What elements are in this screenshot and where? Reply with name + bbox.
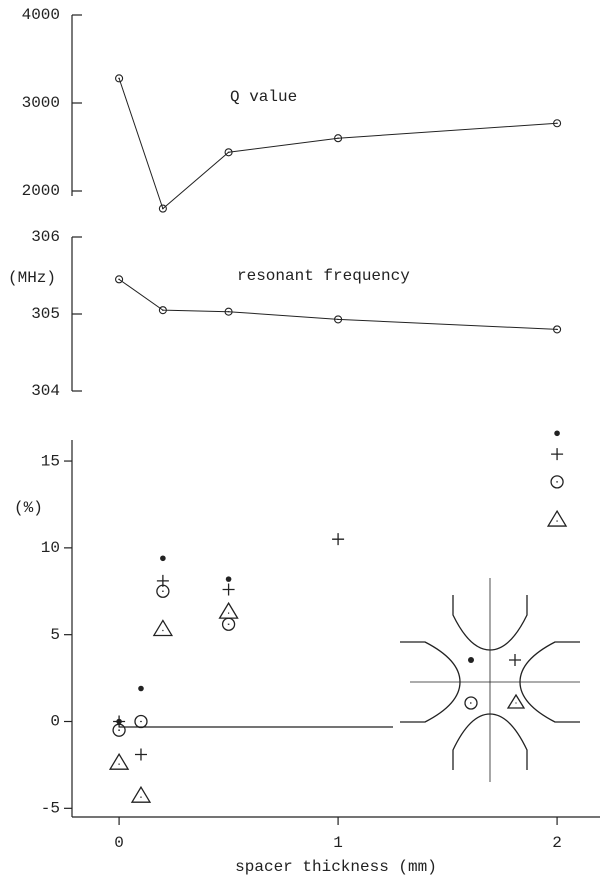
y-tick-label: 305 bbox=[31, 305, 60, 323]
data-point bbox=[554, 430, 560, 437]
data-point bbox=[225, 576, 232, 582]
data-point bbox=[134, 714, 148, 729]
y-axis-label: (%) bbox=[14, 499, 43, 517]
data-point bbox=[551, 448, 564, 461]
data-line bbox=[118, 278, 558, 330]
x-tick-label: 2 bbox=[552, 834, 562, 852]
inset-plus bbox=[509, 654, 521, 666]
x-axis-label: spacer thickness (mm) bbox=[235, 858, 437, 876]
y-tick-label: 0 bbox=[50, 713, 60, 731]
y-tick-label: 2000 bbox=[22, 182, 60, 200]
data-point bbox=[222, 583, 235, 596]
data-point bbox=[152, 619, 174, 637]
data-point bbox=[218, 601, 239, 619]
data-point bbox=[224, 148, 233, 157]
data-point bbox=[334, 315, 343, 324]
data-point bbox=[115, 74, 124, 83]
y-tick-label: 10 bbox=[41, 539, 60, 557]
data-point bbox=[158, 204, 167, 213]
data-point bbox=[108, 752, 130, 770]
electrode-inset bbox=[400, 578, 580, 782]
data-point bbox=[550, 475, 564, 489]
data-point bbox=[160, 555, 166, 562]
annotation: Q value bbox=[230, 88, 297, 106]
y-tick-label: 4000 bbox=[22, 6, 60, 24]
data-point bbox=[156, 584, 170, 598]
data-point bbox=[130, 785, 152, 803]
x-tick-label: 1 bbox=[333, 834, 343, 852]
data-point bbox=[224, 307, 233, 316]
data-point bbox=[221, 617, 236, 631]
inset-dot bbox=[468, 657, 474, 663]
data-point bbox=[158, 306, 167, 315]
x-tick-label: 0 bbox=[114, 834, 124, 852]
y-tick-label: 3000 bbox=[22, 94, 60, 112]
y-axis-label: (MHz) bbox=[8, 269, 56, 287]
y-tick-label: 15 bbox=[41, 452, 60, 470]
inset-circle bbox=[464, 696, 478, 710]
data-point bbox=[553, 119, 562, 128]
y-tick-label: 306 bbox=[31, 228, 60, 246]
data-point bbox=[112, 723, 126, 737]
inset-triangle bbox=[506, 693, 526, 709]
data-point bbox=[134, 748, 147, 761]
data-point bbox=[334, 134, 343, 143]
data-point bbox=[113, 715, 126, 728]
y-tick-label: -5 bbox=[41, 800, 60, 818]
y-tick-label: 5 bbox=[50, 626, 60, 644]
data-line bbox=[118, 78, 558, 210]
data-point bbox=[115, 275, 124, 284]
annotation: resonant frequency bbox=[237, 267, 410, 285]
data-point bbox=[332, 533, 345, 546]
data-point bbox=[553, 325, 562, 334]
data-point bbox=[138, 685, 144, 692]
y-tick-label: 304 bbox=[31, 382, 60, 400]
data-point bbox=[546, 509, 568, 527]
